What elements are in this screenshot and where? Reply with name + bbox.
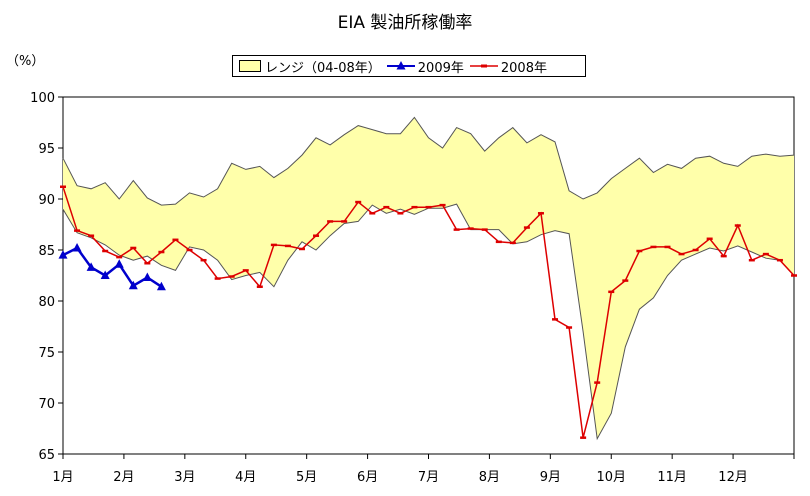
legend-swatch-range <box>239 60 261 72</box>
point-2009-4 <box>114 259 124 268</box>
x-tick-label-2: 2月 <box>113 470 134 485</box>
x-tick-label-8: 8月 <box>479 470 500 485</box>
x-tick-label-3: 3月 <box>174 470 195 485</box>
y-tick-label-75: 75 <box>38 346 55 361</box>
x-tick-label-5: 5月 <box>296 470 317 485</box>
legend-label-range: レンジ（04-08年） <box>265 60 381 76</box>
y-tick-label-80: 80 <box>38 295 55 310</box>
legend: レンジ（04-08年） 2009年 2008年 <box>232 55 586 77</box>
range-band-upper-edge <box>62 116 795 206</box>
y-tick-label-95: 95 <box>38 142 55 157</box>
x-tick-label-10: 10月 <box>596 470 626 485</box>
point-2009-7 <box>156 281 166 291</box>
legend-item-2009: 2009年 <box>386 57 464 76</box>
x-tick-label-12: 12月 <box>718 470 748 485</box>
legend-item-range: レンジ（04-08年） <box>239 57 381 76</box>
x-tick-label-9: 9月 <box>540 470 561 485</box>
range-band <box>63 117 794 439</box>
y-tick-label-100: 100 <box>30 91 55 106</box>
y-axis-unit: （%） <box>6 54 45 69</box>
legend-label-2008: 2008年 <box>500 60 547 76</box>
x-tick-label-4: 4月 <box>235 470 256 485</box>
point-2009-1 <box>72 242 82 252</box>
y-tick-label-90: 90 <box>38 193 55 208</box>
point-2009-6 <box>142 272 152 282</box>
legend-item-2008: 2008年 <box>469 57 547 76</box>
y-tick-label-70: 70 <box>38 397 55 412</box>
point-2009-5 <box>128 280 138 290</box>
point-2009-2 <box>86 262 96 271</box>
y-tick-label-85: 85 <box>38 244 55 259</box>
legend-marker-2008 <box>469 64 498 68</box>
legend-marker-2009 <box>386 61 415 70</box>
x-tick-label-1: 1月 <box>52 470 73 485</box>
x-tick-label-7: 7月 <box>418 470 439 485</box>
x-tick-label-11: 11月 <box>657 470 687 485</box>
y-tick-label-65: 65 <box>38 448 55 463</box>
point-2009-0 <box>58 250 68 259</box>
legend-label-2009: 2009年 <box>417 60 464 76</box>
chart-title: EIA 製油所稼働率 <box>337 13 473 33</box>
point-2009-3 <box>100 270 110 279</box>
x-tick-label-6: 6月 <box>357 470 378 485</box>
